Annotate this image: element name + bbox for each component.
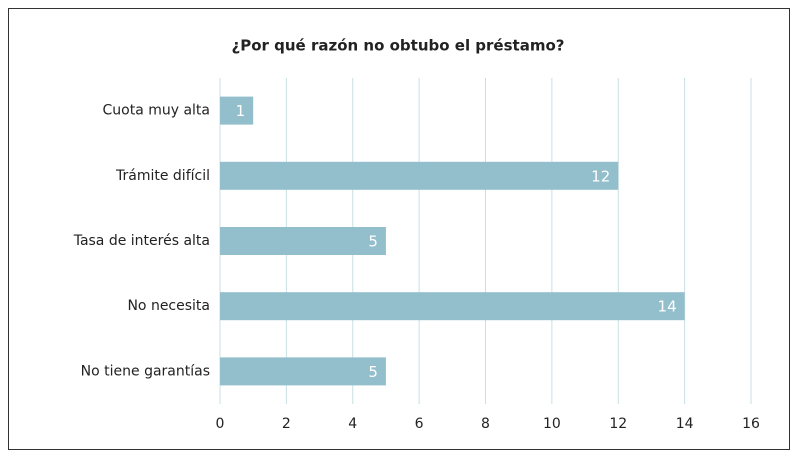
x-tick-label: 0 [216, 416, 225, 432]
bar [220, 357, 386, 386]
y-tick-label: Tasa de interés alta [73, 233, 210, 249]
bar [220, 161, 619, 190]
x-tick-label: 10 [543, 416, 561, 432]
x-tick-label: 2 [282, 416, 291, 432]
y-tick-label: Cuota muy alta [102, 103, 210, 119]
x-tick-label: 14 [676, 416, 694, 432]
x-tick-label: 4 [348, 416, 357, 432]
data-label: 1 [236, 102, 246, 120]
data-label: 5 [368, 363, 378, 381]
x-tick-label: 12 [609, 416, 627, 432]
bar [220, 292, 685, 321]
x-tick-label: 8 [481, 416, 490, 432]
chart-border [8, 8, 790, 450]
y-tick-label: No necesita [127, 298, 210, 314]
y-tick-label: No tiene garantías [81, 363, 210, 379]
chart-title: ¿Por qué razón no obtubo el préstamo? [232, 37, 565, 55]
data-label: 12 [591, 167, 610, 185]
bar [220, 96, 254, 125]
y-tick-label: Trámite difícil [115, 168, 210, 184]
bar [220, 227, 386, 255]
x-tick-label: 6 [415, 416, 424, 432]
data-label: 5 [368, 233, 378, 251]
data-label: 14 [658, 298, 677, 316]
x-tick-label: 16 [742, 416, 760, 432]
